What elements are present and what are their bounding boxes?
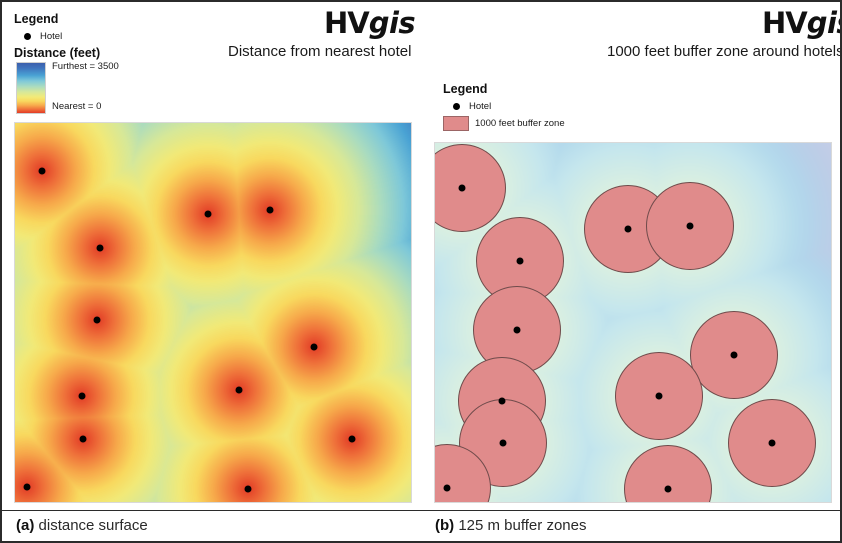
buffer-zone-circle[interactable] bbox=[435, 144, 506, 233]
hotel-point[interactable] bbox=[348, 435, 356, 443]
hotel-point[interactable] bbox=[730, 351, 738, 359]
buffer-zone-map[interactable] bbox=[434, 142, 832, 503]
caption-b: (b) 125 m buffer zones bbox=[435, 517, 586, 534]
legend-b-buffer-row: 1000 feet buffer zone bbox=[443, 116, 565, 131]
panel-a-title: Distance from nearest hotel bbox=[228, 43, 412, 60]
legend-b-hotel-label: Hotel bbox=[469, 101, 492, 112]
hotel-point[interactable] bbox=[443, 484, 451, 492]
color-ramp-gradient bbox=[16, 62, 46, 114]
legend-b-buffer-label: 1000 feet buffer zone bbox=[475, 118, 565, 129]
caption-divider bbox=[2, 510, 840, 511]
hotel-point[interactable] bbox=[266, 206, 274, 214]
legend-a-ramp-title: Distance (feet) bbox=[14, 46, 101, 60]
distance-surface-map[interactable] bbox=[14, 122, 412, 503]
legend-panel-b: Legend Hotel 1000 feet buffer zone bbox=[443, 82, 565, 135]
hotel-point[interactable] bbox=[96, 244, 104, 252]
hotel-point[interactable] bbox=[768, 439, 776, 447]
caption-a-label: (a) bbox=[16, 517, 35, 534]
legend-b-title: Legend bbox=[443, 82, 488, 96]
hotel-point[interactable] bbox=[78, 392, 86, 400]
hotel-point[interactable] bbox=[499, 439, 507, 447]
logo-suffix-b: gis bbox=[806, 6, 840, 40]
legend-b-hotel-row: Hotel bbox=[443, 101, 565, 112]
hotel-point[interactable] bbox=[38, 167, 46, 175]
caption-b-label: (b) bbox=[435, 517, 455, 534]
distance-color-ramp: Furthest = 3500 Nearest = 0 bbox=[14, 61, 254, 114]
caption-b-text: 125 m buffer zones bbox=[458, 517, 587, 534]
logo-suffix-a: gis bbox=[368, 6, 416, 40]
legend-a-hotel-label: Hotel bbox=[40, 31, 63, 42]
hvgis-logo-panel-b: HVgis bbox=[762, 6, 840, 40]
hotel-point[interactable] bbox=[664, 485, 672, 493]
legend-a-title: Legend bbox=[14, 12, 59, 26]
hotel-point[interactable] bbox=[310, 343, 318, 351]
buffer-zone-circle[interactable] bbox=[614, 352, 703, 441]
distance-surface-canvas bbox=[15, 123, 411, 502]
hotel-point[interactable] bbox=[93, 316, 101, 324]
distance-surface-raster bbox=[15, 123, 411, 502]
logo-prefix-b: HV bbox=[762, 6, 808, 40]
hotel-point[interactable] bbox=[458, 184, 466, 192]
hotel-point[interactable] bbox=[23, 483, 31, 491]
hotel-point[interactable] bbox=[655, 392, 663, 400]
hotel-point[interactable] bbox=[513, 326, 521, 334]
panel-b-title: 1000 feet buffer zone around hotels bbox=[607, 43, 842, 60]
hotel-point[interactable] bbox=[686, 222, 694, 230]
caption-a: (a) distance surface bbox=[16, 517, 148, 534]
caption-a-text: distance surface bbox=[38, 517, 148, 534]
buffer-swatch-icon bbox=[443, 116, 469, 131]
hotel-point[interactable] bbox=[235, 386, 243, 394]
hotel-point[interactable] bbox=[204, 210, 212, 218]
hotel-point-icon-b bbox=[443, 103, 469, 110]
hotel-point[interactable] bbox=[244, 485, 252, 493]
ramp-min-label: Nearest = 0 bbox=[52, 101, 102, 112]
ramp-max-label: Furthest = 3500 bbox=[52, 61, 119, 72]
hotel-point[interactable] bbox=[516, 257, 524, 265]
legend-a-hotel-row: Hotel bbox=[14, 31, 254, 42]
hvgis-logo-panel-a: HVgis bbox=[324, 6, 416, 40]
hotel-point[interactable] bbox=[624, 225, 632, 233]
hotel-point-icon bbox=[14, 33, 40, 40]
hotel-point[interactable] bbox=[498, 397, 506, 405]
hotel-point[interactable] bbox=[79, 435, 87, 443]
legend-panel-a: Legend Hotel Distance (feet) Furthest = … bbox=[14, 12, 254, 114]
logo-prefix-a: HV bbox=[324, 6, 370, 40]
